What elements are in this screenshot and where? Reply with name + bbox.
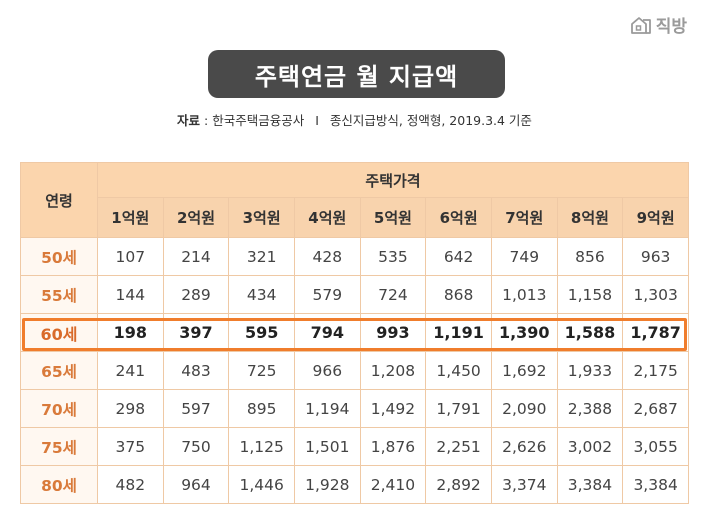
age-cell: 65세 (20, 351, 98, 390)
amount-cell: 289 (162, 275, 230, 314)
amount-cell: 1,191 (425, 313, 492, 352)
brand-logo: 직방 (630, 12, 687, 37)
amount-cell: 214 (162, 237, 230, 276)
amount-cell: 321 (228, 237, 295, 276)
amount-cell: 749 (490, 237, 558, 276)
amount-cell: 963 (622, 237, 689, 276)
age-cell: 60세 (20, 313, 98, 352)
amount-cell: 579 (293, 275, 361, 314)
amount-cell: 1,501 (293, 427, 361, 466)
age-cell: 75세 (20, 427, 98, 466)
price-group-header: 주택가격 (97, 162, 689, 198)
amount-cell: 1,208 (359, 351, 427, 390)
price-column-header: 6억원 (425, 197, 492, 238)
amount-cell: 2,626 (490, 427, 558, 466)
amount-cell: 2,892 (425, 465, 492, 504)
age-cell: 50세 (20, 237, 98, 276)
source-org: : 한국주택금융공사 (204, 113, 305, 128)
age-cell: 70세 (20, 389, 98, 428)
amount-cell: 198 (97, 313, 164, 352)
amount-cell: 597 (162, 389, 230, 428)
amount-cell: 2,687 (622, 389, 689, 428)
age-column-header: 연령 (20, 162, 98, 238)
amount-cell: 2,388 (556, 389, 624, 428)
age-cell: 55세 (20, 275, 98, 314)
source-basis: 종신지급방식, 정액형, 2019.3.4 기준 (329, 113, 532, 128)
amount-cell: 794 (293, 313, 361, 352)
price-column-header: 9억원 (622, 197, 689, 238)
amount-cell: 2,175 (622, 351, 689, 390)
price-column-header: 8억원 (556, 197, 624, 238)
price-column-header: 5억원 (359, 197, 427, 238)
table-row: 55세 144 289 434 579 724 868 1,013 1,158 1,303 (20, 275, 689, 314)
amount-cell: 1,446 (228, 465, 295, 504)
amount-cell: 1,303 (622, 275, 689, 314)
source-label: 자료 (177, 113, 201, 128)
amount-cell: 993 (359, 313, 427, 352)
amount-cell: 482 (97, 465, 164, 504)
amount-cell: 1,013 (490, 275, 558, 314)
amount-cell: 1,928 (293, 465, 361, 504)
page-title: 주택연금 월 지급액 (208, 50, 505, 98)
amount-cell: 1,787 (622, 313, 689, 352)
amount-cell: 535 (359, 237, 427, 276)
amount-cell: 1,876 (359, 427, 427, 466)
amount-cell: 1,390 (490, 313, 558, 352)
amount-cell: 1,492 (359, 389, 427, 428)
amount-cell: 3,002 (556, 427, 624, 466)
amount-cell: 3,384 (622, 465, 689, 504)
amount-cell: 3,384 (556, 465, 624, 504)
price-column-header: 7억원 (490, 197, 558, 238)
price-column-header: 1억원 (97, 197, 164, 238)
amount-cell: 144 (97, 275, 164, 314)
amount-cell: 483 (162, 351, 230, 390)
table-row: 50세 107 214 321 428 535 642 749 856 963 (20, 237, 689, 276)
amount-cell: 966 (293, 351, 361, 390)
price-column-header: 2억원 (162, 197, 230, 238)
amount-cell: 1,791 (425, 389, 492, 428)
amount-cell: 724 (359, 275, 427, 314)
home-building-icon (630, 15, 652, 35)
amount-cell: 3,374 (490, 465, 558, 504)
amount-cell: 1,933 (556, 351, 624, 390)
amount-cell: 642 (425, 237, 492, 276)
amount-cell: 107 (97, 237, 164, 276)
amount-cell: 750 (162, 427, 230, 466)
table-row: 65세 241 483 725 966 1,208 1,450 1,692 1,933 2,175 (20, 351, 689, 390)
amount-cell: 298 (97, 389, 164, 428)
amount-cell: 3,055 (622, 427, 689, 466)
amount-cell: 434 (228, 275, 295, 314)
amount-cell: 375 (97, 427, 164, 466)
amount-cell: 397 (162, 313, 230, 352)
amount-cell: 856 (556, 237, 624, 276)
source-separator: I (315, 113, 319, 128)
amount-cell: 1,692 (490, 351, 558, 390)
amount-cell: 1,158 (556, 275, 624, 314)
amount-cell: 868 (425, 275, 492, 314)
amount-cell: 428 (293, 237, 361, 276)
table-row: 60세 198 397 595 794 993 1,191 1,390 1,588 1,787 (20, 313, 689, 352)
source-note: 자료 : 한국주택금융공사 I 종신지급방식, 정액형, 2019.3.4 기준 (0, 110, 709, 129)
amount-cell: 2,410 (359, 465, 427, 504)
price-column-header: 4억원 (293, 197, 361, 238)
amount-cell: 2,090 (490, 389, 558, 428)
pension-table: 연령 주택가격 1억원 2억원 3억원 4억원 5억원 6억원 7억원 8억원 9억원 50세 1… (20, 162, 689, 504)
amount-cell: 1,194 (293, 389, 361, 428)
amount-cell: 595 (228, 313, 295, 352)
amount-cell: 1,450 (425, 351, 492, 390)
age-cell: 80세 (20, 465, 98, 504)
amount-cell: 964 (162, 465, 230, 504)
amount-cell: 725 (228, 351, 295, 390)
amount-cell: 1,125 (228, 427, 295, 466)
table-row: 75세 375 750 1,125 1,501 1,876 2,251 2,626 3,002 3… (20, 427, 689, 466)
table-row: 70세 298 597 895 1,194 1,492 1,791 2,090 2,388 2,6… (20, 389, 689, 428)
amount-cell: 241 (97, 351, 164, 390)
amount-cell: 2,251 (425, 427, 492, 466)
amount-cell: 895 (228, 389, 295, 428)
price-column-header: 3억원 (228, 197, 295, 238)
brand-name: 직방 (655, 17, 687, 37)
amount-cell: 1,588 (556, 313, 624, 352)
table-row: 80세 482 964 1,446 1,928 2,410 2,892 3,374 3,384 3… (20, 465, 689, 504)
